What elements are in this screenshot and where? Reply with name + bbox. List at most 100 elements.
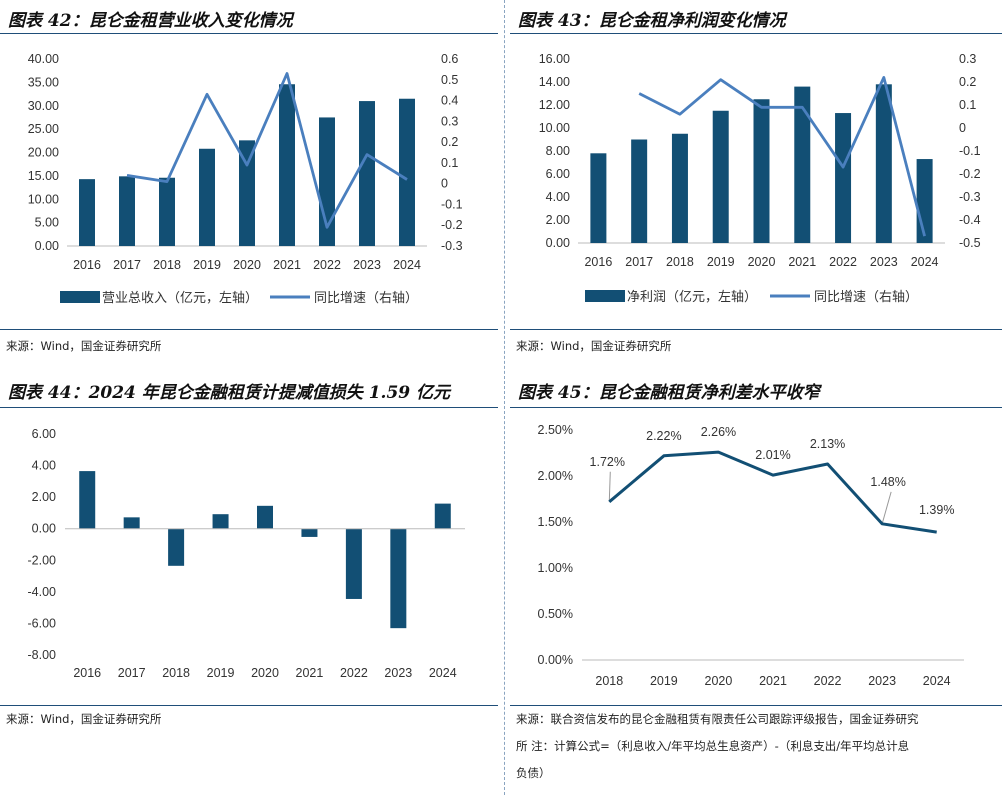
source-note: 来源：联合资信发布的昆仑金融租赁有限责任公司跟踪评级报告，国金证券研究 xyxy=(516,712,919,726)
data-label: 2.26% xyxy=(701,425,736,439)
legend-line-label: 同比增速（右轴） xyxy=(814,289,918,304)
bottom-rule-left xyxy=(0,705,498,706)
y-right-tick: -0.1 xyxy=(441,197,463,211)
bar xyxy=(239,140,255,246)
y-right-tick: -0.1 xyxy=(959,144,981,158)
mid-rule-left xyxy=(0,329,498,330)
bar xyxy=(794,86,811,243)
x-tick: 2022 xyxy=(340,666,368,680)
y-left-tick: 15.00 xyxy=(28,169,59,183)
bar xyxy=(671,133,688,243)
x-tick: 2021 xyxy=(273,258,301,272)
spread-chart: 2.50% 2.00% 1.50% 1.00% 0.50% 0.00% 2018 1.72% 2… xyxy=(538,423,964,688)
legend-bar-label: 净利润（亿元，左轴） xyxy=(627,289,757,304)
y-left-tick: 0.00 xyxy=(546,236,570,250)
panel-title: 图表 42：昆仑金租营业收入变化情况 xyxy=(8,11,293,31)
bar xyxy=(631,139,648,243)
legend-bar-swatch xyxy=(585,290,625,302)
label-leader xyxy=(881,491,892,524)
y-left-tick: 10.00 xyxy=(28,192,59,206)
bar xyxy=(279,84,295,247)
growth-line xyxy=(126,72,408,229)
bar xyxy=(301,528,318,537)
bar xyxy=(399,98,415,246)
source-note-line3: 负债） xyxy=(516,766,551,780)
x-tick: 2020 xyxy=(233,258,261,272)
y-tick: 4.00 xyxy=(32,459,56,473)
x-tick: 2020 xyxy=(748,255,776,269)
y-left-tick: 12.00 xyxy=(539,98,570,112)
y-tick: -4.00 xyxy=(28,585,57,599)
y-tick: 1.00% xyxy=(538,561,573,575)
y-left-tick: 16.00 xyxy=(539,52,570,66)
source-note: 来源：Wind，国金证券研究所 xyxy=(6,712,162,726)
x-tick: 2021 xyxy=(759,674,787,688)
x-tick: 2018 xyxy=(162,666,190,680)
y-tick: 0.50% xyxy=(538,607,573,621)
y-right-tick: -0.2 xyxy=(441,218,463,232)
y-left-tick: 8.00 xyxy=(546,144,570,158)
panel-title: 图表 45：昆仑金融租赁净利差水平收窄 xyxy=(518,383,820,403)
x-tick: 2017 xyxy=(118,666,146,680)
top-rule-left xyxy=(0,33,498,34)
data-label: 1.72% xyxy=(590,455,625,469)
x-tick: 2016 xyxy=(584,255,612,269)
x-tick: 2022 xyxy=(814,674,842,688)
data-label: 1.39% xyxy=(919,503,954,517)
y-right-tick: -0.2 xyxy=(959,167,981,181)
x-tick: 2019 xyxy=(207,666,235,680)
x-tick: 2023 xyxy=(353,258,381,272)
y-tick: -6.00 xyxy=(28,616,57,630)
y-left-tick: 20.00 xyxy=(28,146,59,160)
mid-rule2-left xyxy=(0,407,498,408)
bar xyxy=(712,110,729,243)
x-tick: 2023 xyxy=(870,255,898,269)
y-right-tick: 0.4 xyxy=(441,94,458,108)
x-tick: 2018 xyxy=(595,674,623,688)
bar xyxy=(590,153,607,243)
x-tick: 2023 xyxy=(868,674,896,688)
spread-line xyxy=(608,450,937,534)
bar xyxy=(875,84,892,243)
x-tick: 2016 xyxy=(73,258,101,272)
y-right-tick: 0.3 xyxy=(959,52,976,66)
y-left-tick: 2.00 xyxy=(546,213,570,227)
column-separator xyxy=(504,0,505,795)
bar xyxy=(123,517,140,529)
y-right-tick: -0.5 xyxy=(959,236,981,250)
x-tick: 2022 xyxy=(313,258,341,272)
y-left-tick: 10.00 xyxy=(539,121,570,135)
x-tick: 2019 xyxy=(650,674,678,688)
x-tick: 2017 xyxy=(113,258,141,272)
x-tick: 2017 xyxy=(625,255,653,269)
y-tick: 0.00 xyxy=(32,522,56,536)
panel-net-profit: 图表 43：昆仑金租净利润变化情况 16.00 14.00 12.00 10.00 8.… xyxy=(510,0,1002,370)
y-right-tick: 0.2 xyxy=(441,135,458,149)
x-tick: 2021 xyxy=(788,255,816,269)
bar xyxy=(359,101,375,246)
bar xyxy=(199,148,215,246)
y-tick: 2.00 xyxy=(32,490,56,504)
panel-revenue: 图表 42：昆仑金租营业收入变化情况 40.00 35.00 30.00 25.00 2… xyxy=(0,0,498,370)
panel-title: 图表 44：2024 年昆仑金融租赁计提减值损失 1.59 亿元 xyxy=(8,383,451,403)
panel-title: 图表 43：昆仑金租净利润变化情况 xyxy=(518,11,786,31)
legend-bar-label: 营业总收入（亿元，左轴） xyxy=(102,290,258,305)
growth-line xyxy=(638,76,926,237)
y-right-tick: -0.4 xyxy=(959,213,981,227)
y-right-tick: -0.3 xyxy=(959,190,981,204)
mid-rule-right xyxy=(510,329,1002,330)
panel-impairment: 图表 44：2024 年昆仑金融租赁计提减值损失 1.59 亿元 6.00 4.0… xyxy=(0,372,498,795)
y-right-tick: 0.6 xyxy=(441,52,458,66)
top-rule-right xyxy=(510,33,1002,34)
bar xyxy=(916,159,933,243)
y-tick: 0.00% xyxy=(538,653,573,667)
bar xyxy=(168,528,185,566)
x-tick: 2024 xyxy=(911,255,939,269)
label-leader xyxy=(608,471,611,502)
bar xyxy=(119,176,135,246)
y-right-tick: 0.1 xyxy=(959,98,976,112)
y-right-tick: 0 xyxy=(441,177,448,191)
y-tick: -8.00 xyxy=(28,648,57,662)
y-tick: 6.00 xyxy=(32,427,56,441)
revenue-chart: 40.00 35.00 30.00 25.00 20.00 15.00 10.00 5.00 0… xyxy=(28,52,463,305)
